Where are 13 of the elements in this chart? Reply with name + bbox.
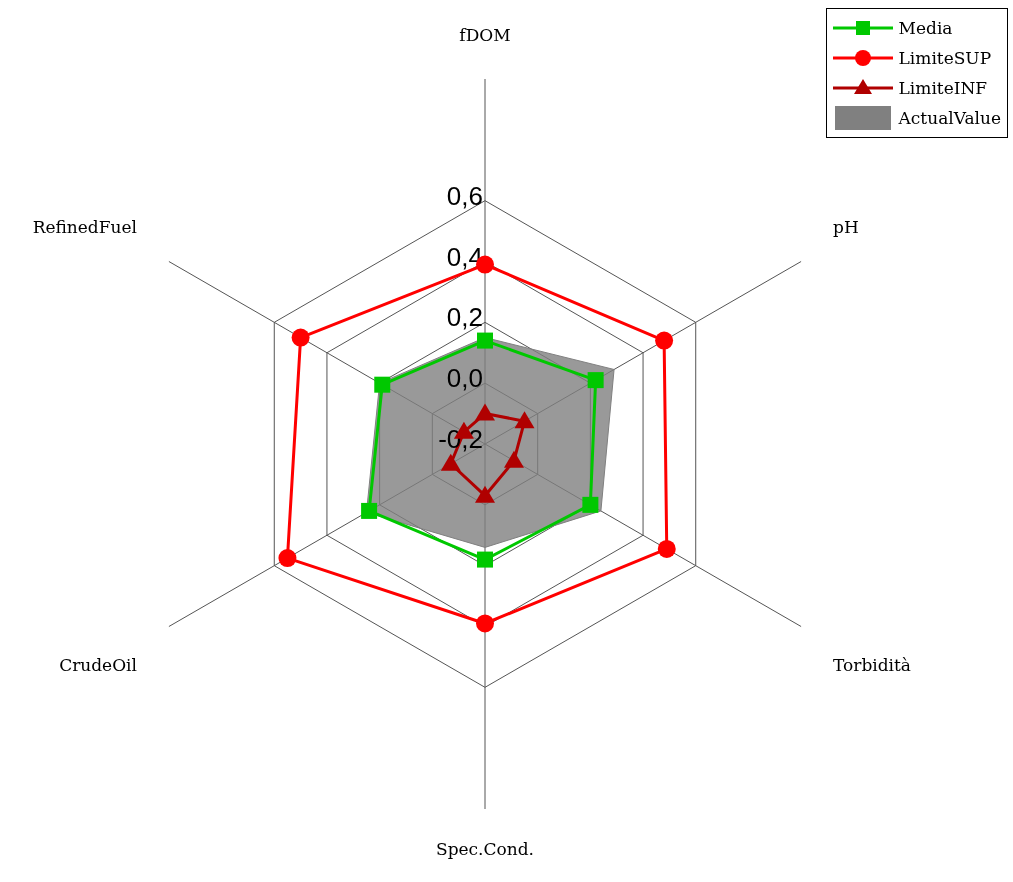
y-tick-label: 0,6 [446,180,483,211]
legend-label: ActualValue [898,108,1001,128]
spoke-label: Torbidità [833,654,912,675]
spoke-label: RefinedFuel [32,216,137,237]
y-tick-label: 0,2 [446,302,483,333]
spoke-label: CrudeOil [59,654,137,675]
y-tick-label: 0,0 [446,363,483,394]
legend-label: Media [898,18,953,38]
legend-label: LimiteINF [898,78,988,98]
spoke-label: Spec.Cond. [436,839,534,859]
spoke-label: fDOM [459,25,511,45]
legend-label: LimiteSUP [898,48,992,68]
spoke-label: pH [833,216,859,237]
